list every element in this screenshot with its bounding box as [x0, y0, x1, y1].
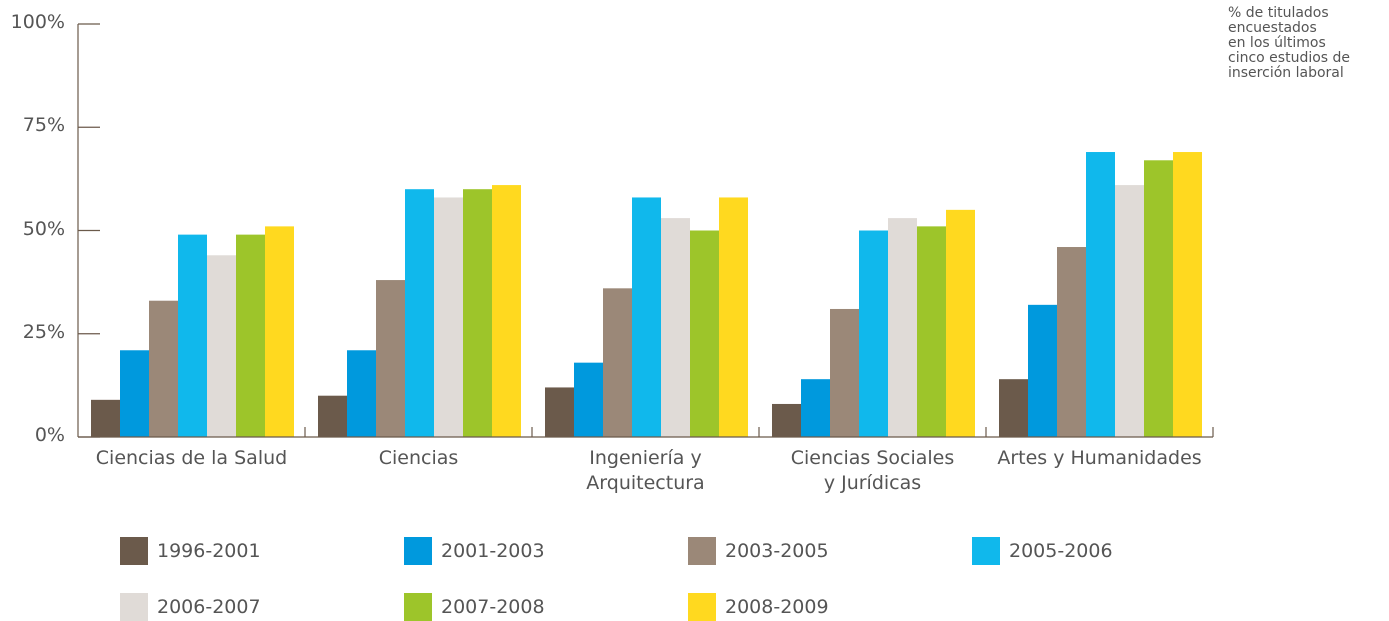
bar [265, 226, 294, 437]
bar [888, 218, 917, 437]
bar [492, 185, 521, 437]
x-tick-label: Ciencias [378, 447, 459, 469]
x-tick-label: Ciencias de la Salud [95, 447, 288, 469]
bar [376, 280, 405, 437]
bar [1144, 160, 1173, 438]
bar [347, 350, 376, 437]
bar [463, 189, 492, 437]
legend-swatch [688, 593, 716, 621]
x-tick-label: Ingeniería y Arquitectura [586, 447, 705, 494]
y-tick-label: 50% [22, 217, 65, 240]
bar [1115, 185, 1144, 437]
bar [178, 234, 207, 437]
bar [149, 300, 178, 437]
legend-label: 2006-2007 [157, 596, 261, 618]
legend-label: 2003-2005 [725, 540, 829, 562]
bar [318, 395, 347, 437]
annotation: % de titulados encuestados en los último… [1228, 5, 1351, 81]
bar [574, 362, 603, 437]
legend-label: 1996-2001 [157, 540, 261, 562]
y-tick-label: 75% [22, 114, 65, 137]
legend-label: 2001-2003 [441, 540, 545, 562]
legend-swatch [404, 593, 432, 621]
legend-swatch [688, 537, 716, 565]
bar [917, 226, 946, 437]
legend-swatch [120, 537, 148, 565]
x-tick-label: Ciencias Sociales y Jurídicas [790, 447, 955, 494]
bar [545, 387, 574, 437]
legend-label: 2007-2008 [441, 596, 545, 618]
bar [434, 197, 463, 437]
legend-swatch [972, 537, 1000, 565]
bar [999, 379, 1028, 437]
bar [120, 350, 149, 437]
bar [946, 209, 975, 437]
bar [91, 399, 120, 437]
y-tick-label: 25% [22, 320, 65, 343]
bar [690, 230, 719, 437]
legend-swatch [120, 593, 148, 621]
legend-swatch [404, 537, 432, 565]
bar [661, 218, 690, 437]
bar [772, 403, 801, 437]
x-tick-label: Artes y Humanidades [997, 447, 1202, 469]
bar [236, 234, 265, 437]
bar [801, 379, 830, 437]
bar [859, 230, 888, 437]
bar [207, 255, 236, 437]
bar [603, 288, 632, 437]
bar [405, 189, 434, 437]
bar [632, 197, 661, 437]
bar [1028, 304, 1057, 437]
legend-label: 2008-2009 [725, 596, 829, 618]
y-tick-label: 100% [10, 11, 65, 33]
bar [830, 308, 859, 437]
bar [1173, 152, 1202, 437]
y-tick-label: 0% [34, 424, 65, 446]
bar [719, 197, 748, 437]
legend-label: 2005-2006 [1009, 540, 1113, 562]
bar [1086, 152, 1115, 437]
bar [1057, 247, 1086, 437]
